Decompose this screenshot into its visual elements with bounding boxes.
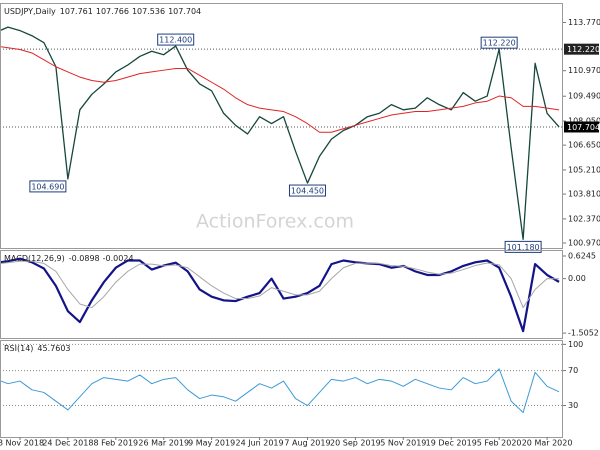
- y-tick-label: 108.050: [568, 117, 600, 126]
- y-tick-label: 100: [568, 340, 583, 349]
- annotation-label: 104.690: [31, 182, 64, 191]
- header-reading: 107.704: [168, 7, 201, 16]
- plot-area: [1, 257, 560, 333]
- series-line: [1, 368, 560, 414]
- y-tick-label: 106.650: [568, 141, 600, 150]
- plot-area: ActionForex.com: [1, 26, 562, 241]
- x-tick-label: 9 May 2019: [188, 439, 235, 448]
- header-reading: 107.536: [132, 7, 165, 16]
- y-tick-label: 113.770: [568, 18, 600, 27]
- annotation-box: [480, 36, 518, 49]
- x-tick-label: 24 Jun 2019: [235, 439, 283, 448]
- x-tick-label: 5 Nov 2019: [380, 439, 426, 448]
- annotation-box: [29, 180, 67, 193]
- y-tick-label: -1.5052: [568, 329, 599, 338]
- panel-header: RSI(14) 45.7603: [4, 344, 71, 353]
- y-tick-label: 110.970: [568, 66, 600, 75]
- level-label: 112.220: [567, 45, 600, 54]
- series-line: [1, 257, 560, 333]
- annotation-label: 112.220: [483, 39, 516, 48]
- annotation-label: 104.450: [291, 187, 324, 196]
- panel-title: RSI(14): [4, 344, 33, 353]
- header-reading: 107.761: [60, 7, 93, 16]
- header-reading: 107.766: [96, 7, 129, 16]
- x-tick-label: 5 Feb 2020: [477, 439, 522, 448]
- annotation-box: [288, 184, 326, 197]
- panel-frame: [0, 3, 563, 249]
- x-tick-label: 20 Sep 2019: [330, 439, 381, 448]
- y-tick-label: 100.970: [568, 239, 600, 248]
- annotation-box: [504, 240, 542, 253]
- x-tick-label: 8 Nov 2018: [0, 439, 44, 448]
- series-line: [1, 260, 560, 309]
- panel-header: USDJPY,Daily 107.761 107.766 107.536 107.704: [4, 7, 201, 16]
- x-tick-label: 7 Aug 2019: [284, 439, 330, 448]
- x-tick-label: 24 Dec 2018: [42, 439, 93, 448]
- y-tick-label: 70: [568, 366, 578, 375]
- annotation-label: 112.400: [159, 36, 192, 45]
- annotation-label: 101.180: [507, 243, 540, 252]
- header-reading: -0.0898: [69, 254, 100, 263]
- panel-header: MACD(12,26,9) -0.0898 -0.0024: [4, 254, 134, 263]
- y-tick-label: 109.490: [568, 92, 600, 101]
- x-tick-label: 19 Dec 2019: [426, 439, 477, 448]
- watermark: ActionForex.com: [196, 211, 354, 233]
- y-tick-label: 30: [568, 401, 578, 410]
- panel-frame: [0, 250, 563, 339]
- header-reading: -0.0024: [103, 254, 134, 263]
- series-line: [1, 46, 560, 133]
- header-reading: 45.7603: [37, 344, 70, 353]
- x-tick-label: 8 Feb 2019: [93, 439, 138, 448]
- level-label-bg: [564, 121, 599, 133]
- panel-title: USDJPY,Daily: [4, 7, 56, 16]
- panel-frame: [0, 340, 563, 438]
- x-tick-label: 26 Mar 2019: [138, 439, 189, 448]
- annotation-box: [157, 33, 195, 46]
- plot-area: [1, 343, 562, 414]
- x-tick-label: 20 Mar 2020: [522, 439, 573, 448]
- panel-title: MACD(12,26,9): [4, 254, 65, 263]
- y-tick-label: 0.6245: [568, 251, 596, 260]
- series-line: [1, 26, 560, 241]
- y-tick-label: 0.00: [568, 274, 586, 283]
- y-tick-label: 105.210: [568, 165, 600, 174]
- y-tick-label: 103.810: [568, 190, 600, 199]
- level-label-bg: [564, 43, 599, 55]
- y-tick-label: 102.370: [568, 214, 600, 223]
- level-label: 107.704: [567, 123, 600, 132]
